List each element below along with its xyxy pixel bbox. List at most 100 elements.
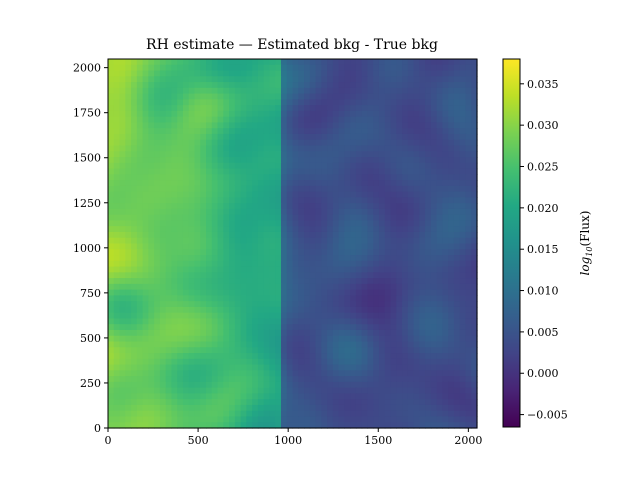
heatmap-cell: [275, 151, 282, 158]
heatmap-cell: [223, 260, 230, 268]
heatmap-cell: [125, 301, 132, 308]
heatmap-cell: [425, 249, 432, 256]
heatmap-cell: [453, 110, 461, 118]
heatmap-cell: [142, 59, 149, 66]
heatmap-cell: [182, 272, 190, 279]
heatmap-cell: [217, 249, 224, 256]
heatmap-cell: [448, 122, 455, 129]
heatmap-cell: [177, 105, 184, 112]
heatmap-cell: [309, 318, 317, 325]
heatmap-cell: [240, 422, 247, 429]
heatmap-cell: [113, 197, 121, 204]
heatmap-cell: [257, 335, 265, 343]
heatmap-cell: [465, 231, 472, 239]
heatmap-cell: [367, 399, 374, 406]
heatmap-cell: [367, 128, 374, 135]
heatmap-cell: [131, 376, 138, 383]
heatmap-cell: [436, 353, 444, 360]
heatmap-cell: [171, 231, 178, 239]
heatmap-cell: [269, 162, 276, 170]
heatmap-cell: [223, 220, 230, 227]
heatmap-cell: [165, 203, 173, 210]
heatmap-cell: [350, 105, 357, 112]
heatmap-cell: [315, 243, 322, 250]
heatmap-cell: [211, 99, 219, 106]
heatmap-cell: [373, 381, 380, 389]
heatmap-cell: [327, 76, 334, 83]
heatmap-cell: [402, 237, 409, 245]
heatmap-cell: [269, 208, 276, 216]
heatmap-cell: [338, 59, 345, 66]
heatmap-cell: [229, 295, 236, 302]
heatmap-cell: [177, 180, 184, 187]
heatmap-cell: [206, 220, 213, 227]
heatmap-cell: [402, 214, 409, 222]
heatmap-cell: [436, 410, 444, 418]
heatmap-cell: [131, 306, 138, 314]
heatmap-cell: [211, 237, 219, 245]
heatmap-cell: [108, 272, 115, 279]
heatmap-cell: [378, 157, 386, 164]
heatmap-cell: [327, 347, 334, 354]
heatmap-cell: [194, 226, 201, 233]
heatmap-cell: [159, 87, 167, 95]
heatmap-cell: [263, 335, 271, 343]
heatmap-cell: [448, 364, 455, 371]
heatmap-cell: [448, 249, 455, 256]
heatmap-cell: [425, 266, 432, 273]
heatmap-cell: [108, 145, 115, 152]
heatmap-cell: [436, 203, 444, 210]
heatmap-cell: [465, 180, 472, 187]
heatmap-cell: [321, 266, 328, 273]
heatmap-cell: [448, 133, 455, 141]
heatmap-cell: [229, 416, 236, 423]
heatmap-cell: [119, 358, 126, 366]
heatmap-cell: [338, 353, 345, 360]
heatmap-cell: [419, 260, 426, 268]
heatmap-cell: [165, 301, 173, 308]
heatmap-cell: [396, 70, 403, 77]
heatmap-cell: [188, 387, 196, 395]
heatmap-cell: [108, 220, 115, 227]
heatmap-cell: [430, 70, 438, 77]
heatmap-cell: [131, 266, 138, 273]
heatmap-cell: [217, 185, 224, 193]
heatmap-cell: [413, 381, 420, 389]
heatmap-cell: [280, 347, 288, 354]
colorbar-frame: [502, 58, 521, 428]
heatmap-cell: [309, 278, 317, 285]
heatmap-cell: [229, 70, 236, 77]
heatmap-cell: [419, 312, 426, 320]
heatmap-cell: [442, 214, 449, 222]
heatmap-cell: [131, 324, 138, 331]
heatmap-cell: [338, 295, 345, 302]
heatmap-cell: [419, 231, 426, 239]
heatmap-cell: [113, 249, 121, 256]
heatmap-cell: [159, 191, 167, 198]
heatmap-cell: [315, 139, 322, 147]
heatmap-cell: [402, 393, 409, 400]
heatmap-cell: [471, 208, 478, 216]
heatmap-cell: [206, 231, 213, 239]
heatmap-cell: [338, 387, 345, 395]
heatmap-cell: [275, 260, 282, 268]
heatmap-cell: [136, 64, 144, 72]
heatmap-cell: [136, 295, 144, 302]
heatmap-cell: [442, 410, 449, 418]
heatmap-cell: [280, 151, 288, 158]
heatmap-cell: [413, 157, 420, 164]
heatmap-cell: [159, 116, 167, 124]
heatmap-cell: [309, 226, 317, 233]
heatmap-cell: [396, 197, 403, 204]
heatmap-cell: [327, 260, 334, 268]
heatmap-cell: [234, 122, 242, 129]
heatmap-cell: [361, 93, 369, 100]
heatmap-cell: [223, 393, 230, 400]
heatmap-cell: [223, 214, 230, 222]
heatmap-cell: [275, 381, 282, 389]
heatmap-cell: [309, 116, 317, 124]
heatmap-cell: [304, 64, 311, 72]
heatmap-cell: [131, 87, 138, 95]
heatmap-cell: [223, 295, 230, 302]
heatmap-cell: [384, 289, 392, 296]
